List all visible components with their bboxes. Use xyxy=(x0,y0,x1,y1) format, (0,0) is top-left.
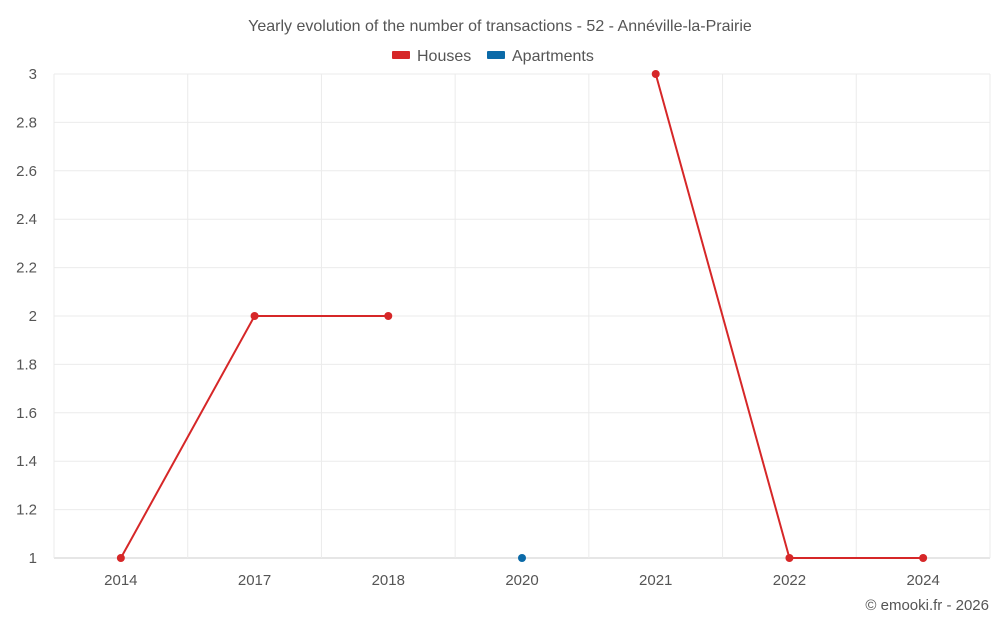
y-tick-label: 1.4 xyxy=(16,453,37,470)
x-tick-label: 2020 xyxy=(505,572,538,589)
x-tick-label: 2021 xyxy=(639,572,672,589)
data-point-apartments[interactable] xyxy=(518,554,526,562)
data-point-houses[interactable] xyxy=(116,554,125,562)
y-tick-label: 2.2 xyxy=(16,260,37,277)
data-point-houses[interactable] xyxy=(919,554,928,562)
x-axis-ticks: 2014 2017 2018 2020 2021 2022 2024 xyxy=(104,572,940,589)
legend: Houses Apartments xyxy=(392,48,594,65)
x-tick-label: 2017 xyxy=(238,572,271,589)
legend-label-houses[interactable]: Houses xyxy=(417,48,471,65)
series-layer xyxy=(116,70,928,562)
y-tick-label: 2.6 xyxy=(16,163,37,180)
credit-text: © emooki.fr - 2026 xyxy=(865,597,989,614)
y-tick-label: 2.8 xyxy=(16,114,37,131)
legend-label-apartments[interactable]: Apartments xyxy=(512,48,594,65)
data-point-houses[interactable] xyxy=(384,312,393,320)
y-tick-label: 3 xyxy=(29,66,37,83)
x-tick-label: 2014 xyxy=(104,572,137,589)
y-tick-label: 1.6 xyxy=(16,405,37,422)
grid-lines xyxy=(53,73,991,559)
legend-swatch-apartments xyxy=(487,51,505,59)
data-point-houses[interactable] xyxy=(250,312,259,320)
y-tick-label: 1 xyxy=(29,550,37,567)
chart-title: Yearly evolution of the number of transa… xyxy=(248,18,752,35)
y-tick-label: 2.4 xyxy=(16,211,37,228)
legend-swatch-houses xyxy=(392,51,410,59)
x-tick-label: 2024 xyxy=(906,572,939,589)
series-line-houses xyxy=(119,315,389,559)
y-axis-ticks: 1 1.2 1.4 1.6 1.8 2 2.2 2.4 2.6 2.8 3 xyxy=(16,66,37,567)
y-tick-label: 1.2 xyxy=(16,502,37,519)
x-tick-label: 2018 xyxy=(372,572,405,589)
data-point-houses[interactable] xyxy=(651,70,660,78)
y-tick-label: 1.8 xyxy=(16,356,37,373)
data-point-houses[interactable] xyxy=(785,554,794,562)
x-tick-label: 2022 xyxy=(773,572,806,589)
y-tick-label: 2 xyxy=(29,308,37,325)
